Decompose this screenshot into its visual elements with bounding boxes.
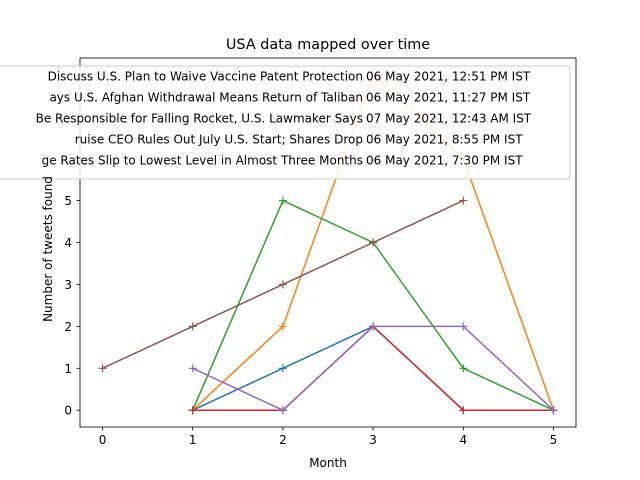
legend-entry-timestamp: 07 May 2021, 12:43 AM IST bbox=[366, 112, 532, 126]
series-1 bbox=[188, 322, 558, 415]
x-tick-label: 2 bbox=[279, 433, 287, 447]
series-5-point bbox=[459, 322, 468, 331]
series-5-point bbox=[188, 364, 197, 373]
y-tick-label: 2 bbox=[64, 320, 72, 334]
axes-layer: 0 1 2 3 4 5 0 1 2 3 4 5 bbox=[64, 57, 577, 447]
chart-title: USA data mapped over time bbox=[226, 37, 430, 53]
y-tick-label: 0 bbox=[64, 404, 72, 418]
series-1-line bbox=[192, 325, 554, 411]
y-axis-label: Number of tweets found bbox=[41, 176, 55, 322]
series-4 bbox=[188, 322, 558, 415]
legend-entry-timestamp: 06 May 2021, 7:30 PM IST bbox=[366, 154, 523, 168]
series-5-point bbox=[549, 406, 558, 415]
series-6-point bbox=[369, 238, 378, 247]
series-3-point bbox=[278, 196, 287, 205]
x-tick-label: 0 bbox=[99, 433, 107, 447]
series-6-point bbox=[98, 364, 107, 373]
x-axis-label: Month bbox=[309, 456, 347, 470]
series-6-point bbox=[278, 280, 287, 289]
x-tick-label: 1 bbox=[189, 433, 197, 447]
legend-entry-timestamp: 06 May 2021, 12:51 PM IST bbox=[366, 70, 531, 84]
legend-entry: Discuss U.S. Plan to Waive Vaccine Paten… bbox=[48, 70, 363, 84]
x-tick-label: 5 bbox=[550, 433, 558, 447]
series-5 bbox=[188, 322, 558, 415]
series-4-point bbox=[188, 406, 197, 415]
legend-entry: ays U.S. Afghan Withdrawal Means Return … bbox=[49, 91, 363, 105]
legend-box bbox=[0, 65, 571, 180]
series-5-line bbox=[192, 325, 555, 411]
series-5-point bbox=[369, 322, 378, 331]
series-3 bbox=[188, 196, 558, 415]
series-4-line bbox=[192, 325, 554, 411]
legend: Discuss U.S. Plan to Waive Vaccine Paten… bbox=[0, 65, 571, 180]
series-6-point bbox=[459, 196, 468, 205]
series-6-point bbox=[188, 322, 197, 331]
legend-entry-timestamp: 06 May 2021, 11:27 PM IST bbox=[366, 91, 531, 105]
series-3-line bbox=[192, 199, 554, 411]
y-tick-label: 5 bbox=[64, 194, 72, 208]
y-tick-label: 1 bbox=[64, 362, 72, 376]
legend-entry-timestamp: 06 May 2021, 8:55 PM IST bbox=[366, 133, 523, 147]
legend-entry: ruise CEO Rules Out July U.S. Start; Sha… bbox=[75, 133, 363, 147]
series-6 bbox=[98, 196, 468, 373]
x-tick-label: 4 bbox=[459, 433, 467, 447]
series-5-point bbox=[278, 406, 287, 415]
x-tick-label: 3 bbox=[369, 433, 377, 447]
legend-entry: ge Rates Slip to Lowest Level in Almost … bbox=[42, 154, 363, 168]
series-3-point bbox=[459, 364, 468, 373]
y-tick-label: 4 bbox=[64, 236, 72, 250]
series-2-point bbox=[278, 322, 287, 331]
y-tick-label: 3 bbox=[64, 278, 72, 292]
series-1-point bbox=[278, 364, 287, 373]
series-4-point bbox=[459, 406, 468, 415]
legend-entry: Be Responsible for Falling Rocket, U.S. … bbox=[36, 112, 363, 126]
